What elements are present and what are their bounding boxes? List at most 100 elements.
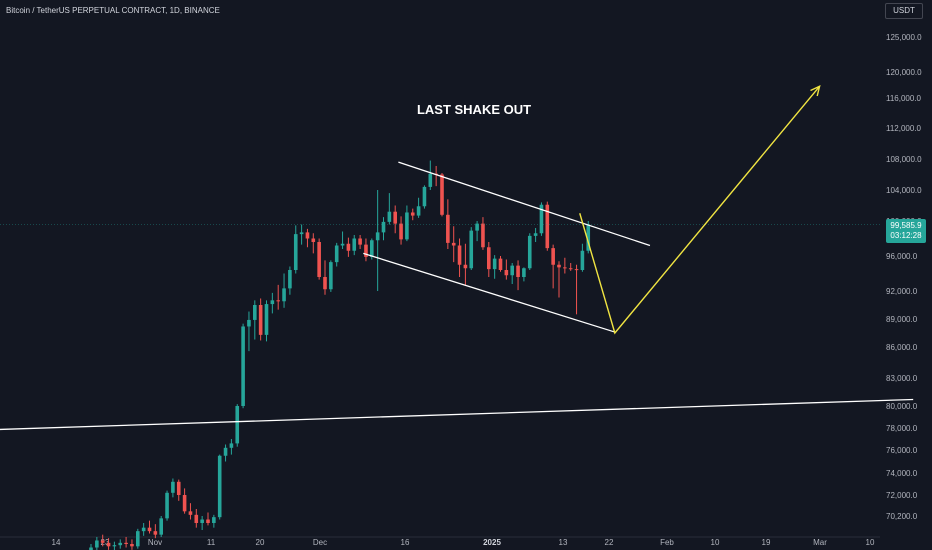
- candle-body: [504, 270, 509, 276]
- candle-body: [200, 519, 204, 523]
- candles-layer: [89, 160, 591, 550]
- x-tick-label: Nov: [148, 538, 162, 547]
- x-tick-label: 20: [256, 538, 265, 547]
- candle-body: [370, 240, 374, 257]
- candle-body: [147, 527, 152, 532]
- candle-body: [317, 242, 321, 277]
- candle-body: [264, 304, 269, 335]
- candle-body: [223, 447, 228, 456]
- candle-body: [510, 265, 514, 276]
- candle-body: [217, 455, 222, 518]
- y-tick-label: 125,000.0: [886, 33, 922, 42]
- currency-button[interactable]: USDT: [885, 3, 923, 19]
- candle-body: [533, 233, 538, 236]
- candle-body: [352, 238, 357, 251]
- x-tick-label: Dec: [313, 538, 327, 547]
- support-trendline[interactable]: [0, 398, 914, 431]
- candle-body: [258, 305, 263, 335]
- y-tick-label: 78,000.0: [886, 424, 918, 433]
- candle-body: [527, 235, 532, 269]
- candle-body: [282, 288, 286, 302]
- x-tick-label: Feb: [660, 538, 674, 547]
- candle-body: [311, 238, 316, 242]
- candle-body: [106, 542, 111, 547]
- candle-body: [545, 204, 550, 249]
- candle-body: [498, 258, 503, 270]
- candle-body: [112, 545, 117, 547]
- candle-body: [416, 206, 421, 216]
- candle-body: [364, 244, 368, 257]
- annotation-text[interactable]: LAST SHAKE OUT: [416, 102, 532, 117]
- candle-body: [329, 262, 333, 290]
- candle-body: [288, 270, 292, 289]
- candle-body: [340, 243, 345, 246]
- candle-body: [410, 212, 415, 216]
- candle-body: [141, 527, 146, 532]
- candle-body: [399, 223, 403, 240]
- candle-body: [194, 514, 199, 523]
- channel-upper-line[interactable]: [398, 161, 651, 247]
- candle-body: [492, 258, 497, 270]
- candle-body: [305, 232, 310, 239]
- candle-body: [405, 212, 409, 240]
- candle-body: [469, 230, 474, 269]
- y-tick-label: 89,000.0: [886, 315, 918, 324]
- candle-body: [276, 300, 280, 302]
- candle-body: [451, 242, 456, 246]
- x-tick-label: 13: [559, 538, 568, 547]
- y-tick-label: 116,000.0: [886, 94, 922, 103]
- candle-body: [557, 264, 561, 268]
- candle-body: [89, 547, 93, 550]
- x-tick-label: 2025: [483, 538, 501, 547]
- x-tick-label: 11: [207, 538, 216, 547]
- drawings-layer: [0, 85, 914, 431]
- x-tick-label: 10: [866, 538, 875, 547]
- candle-body: [574, 269, 579, 271]
- candle-body: [487, 247, 491, 270]
- candle-body: [188, 511, 193, 515]
- symbol-title[interactable]: Bitcoin / TetherUS PERPETUAL CONTRACT, 1…: [6, 6, 220, 15]
- x-axis: 14 23 Nov 11 20 Dec 16 2025 13 22 Feb 10 19 Mar 10: [52, 538, 875, 547]
- candle-body: [247, 319, 251, 327]
- candle-body: [563, 267, 567, 269]
- candle-body: [568, 268, 573, 270]
- candle-body: [387, 211, 392, 222]
- projection-path[interactable]: [579, 85, 821, 335]
- y-tick-label: 108,000.0: [886, 155, 922, 164]
- y-axis: 125,000.0 120,000.0 116,000.0 112,000.0 108,…: [886, 33, 922, 521]
- candle-body: [446, 214, 450, 243]
- y-tick-label: 92,000.0: [886, 287, 918, 296]
- x-tick-label: 19: [762, 538, 771, 547]
- candle-body: [393, 211, 397, 224]
- candle-body: [428, 173, 433, 187]
- candle-body: [124, 542, 128, 544]
- channel-lower-line[interactable]: [363, 252, 616, 333]
- candle-body: [153, 531, 158, 535]
- bar-countdown: 03:12:28: [890, 231, 922, 240]
- y-tick-label: 72,000.0: [886, 491, 918, 500]
- candle-body: [182, 495, 187, 512]
- candle-body: [475, 223, 479, 231]
- candle-body: [375, 232, 380, 241]
- x-tick-label: 16: [401, 538, 410, 547]
- candle-body: [580, 250, 585, 270]
- y-tick-label: 83,000.0: [886, 374, 918, 383]
- candle-body: [241, 326, 245, 406]
- candle-body: [346, 243, 351, 251]
- y-tick-label: 76,000.0: [886, 446, 918, 455]
- y-tick-label: 74,000.0: [886, 469, 918, 478]
- candle-body: [481, 223, 485, 248]
- x-tick-label: 14: [52, 538, 61, 547]
- candle-body: [323, 277, 327, 290]
- y-tick-label: 120,000.0: [886, 68, 922, 77]
- candle-body: [159, 518, 163, 535]
- candle-body: [95, 540, 99, 548]
- candle-body: [118, 542, 123, 546]
- candle-body: [100, 540, 105, 543]
- candle-body: [516, 265, 520, 277]
- candle-body: [440, 174, 444, 215]
- x-tick-label: Mar: [813, 538, 827, 547]
- x-tick-label: 23: [101, 538, 110, 547]
- candle-body: [422, 186, 427, 207]
